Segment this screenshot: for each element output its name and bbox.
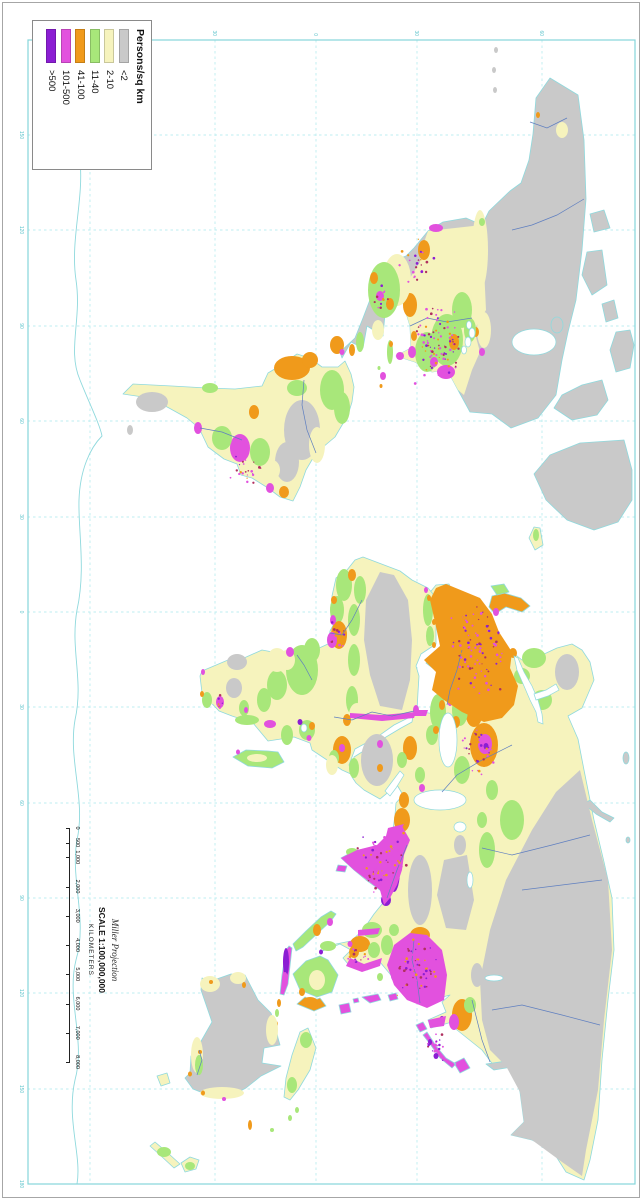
legend-label: 2-10: [103, 70, 115, 90]
svg-text:90: 90: [18, 323, 24, 329]
map-frame: [27, 39, 636, 1185]
legend-items: <2 2-10 11-40 41-100 101-500 >500: [44, 27, 131, 163]
landmass-sri-lanka: [335, 864, 348, 873]
scale-tick-number: 6,000: [74, 996, 80, 1011]
scale-tick-number: 8,000: [74, 1055, 80, 1069]
scale-tick-number: 3,000: [74, 908, 80, 923]
landmass-taiwan: [387, 992, 399, 1002]
lake-baikal: [484, 974, 504, 982]
legend-row: 2-10: [102, 27, 117, 163]
scale-tick: [66, 842, 70, 844]
scale-tick: [66, 945, 70, 946]
legend-title: Persons/sq km: [134, 29, 146, 104]
legend-swatch: [104, 29, 115, 63]
landmass-arctic-islands: [553, 209, 635, 421]
svg-text:180: 180: [18, 1180, 24, 1189]
legend-label: 11-40: [89, 70, 101, 94]
legend-label: 101-500: [60, 70, 72, 105]
scale-tick: [66, 1032, 70, 1034]
scale-tick-number: 2,000: [74, 879, 80, 894]
svg-text:0: 0: [312, 33, 318, 36]
scale-tick: [66, 915, 70, 917]
svg-text:120: 120: [18, 989, 24, 998]
legend-swatch: [46, 29, 57, 63]
legend-label: 41-100: [74, 70, 86, 100]
black-sea: [438, 712, 458, 768]
scale-tick-number: 1,000: [74, 850, 80, 865]
scale-tick-number: 500: [74, 838, 80, 848]
landmass-tasmania: [156, 1072, 171, 1087]
legend-row: 41-100: [73, 27, 88, 163]
legend-swatch: [89, 29, 100, 63]
scale-tick: [66, 857, 70, 859]
great-lake: [464, 336, 472, 348]
legend: Persons/sq km <2 2-10 11-40 41-100 101-500 >5…: [32, 20, 152, 170]
great-lake: [466, 320, 472, 330]
legend-label: <2: [118, 70, 130, 81]
scale-tick: [66, 974, 70, 976]
scale-tick-bar: [64, 828, 70, 1063]
svg-text:150: 150: [18, 131, 24, 140]
aral-sea: [453, 821, 467, 833]
svg-text:30: 30: [413, 30, 419, 36]
scale-tick-number: 7,000: [74, 1025, 80, 1040]
lake-balkhash: [466, 871, 474, 889]
scale-bar: Miller Projection SCALE 1:100,000,000 KI…: [58, 810, 120, 1090]
svg-text:90: 90: [18, 895, 24, 901]
scale-tick: [66, 886, 70, 888]
svg-text:0: 0: [18, 611, 24, 614]
scale-tick: [66, 828, 70, 829]
great-lake: [461, 345, 467, 355]
legend-swatch: [75, 29, 86, 63]
scale-tick-number: 5,000: [74, 967, 80, 982]
gulf-of-bothnia: [533, 683, 560, 701]
legend-row: 11-40: [88, 27, 103, 163]
svg-text:120: 120: [18, 226, 24, 235]
hudson-bay: [511, 328, 557, 356]
svg-text:60: 60: [18, 800, 24, 806]
baltic-sea: [513, 655, 544, 725]
scale-tick: [66, 1003, 70, 1005]
great-lake: [468, 327, 476, 339]
scale-tick-number: 0: [74, 826, 80, 830]
svg-text:60: 60: [18, 418, 24, 424]
city-speckles: [217, 238, 503, 1061]
landmass-great-britain: [488, 592, 531, 615]
landmass-ireland: [490, 583, 510, 596]
inland-seas: [300, 320, 560, 982]
svg-text:30: 30: [211, 30, 217, 36]
caspian-sea: [413, 789, 467, 811]
landmass-philippines: [338, 993, 382, 1015]
legend-swatch: [60, 29, 71, 63]
lake-victoria: [300, 723, 308, 733]
rivers: [196, 117, 603, 1076]
svg-text:150: 150: [18, 1085, 24, 1094]
persian-gulf: [384, 770, 405, 797]
svg-text:30: 30: [18, 514, 24, 520]
landmass-greenland: [533, 439, 633, 531]
legend-row: <2: [117, 27, 132, 163]
legend-label: >500: [45, 70, 57, 92]
legend-swatch: [118, 29, 129, 63]
scale-tick: [66, 1062, 70, 1063]
svg-text:60: 60: [538, 30, 544, 36]
svg-text:30: 30: [18, 704, 24, 710]
legend-row: 101-500: [59, 27, 74, 163]
scale-tick-number: 4,000: [74, 938, 80, 952]
antarctica-coastline: [71, 40, 103, 1184]
legend-row: >500: [44, 27, 59, 163]
